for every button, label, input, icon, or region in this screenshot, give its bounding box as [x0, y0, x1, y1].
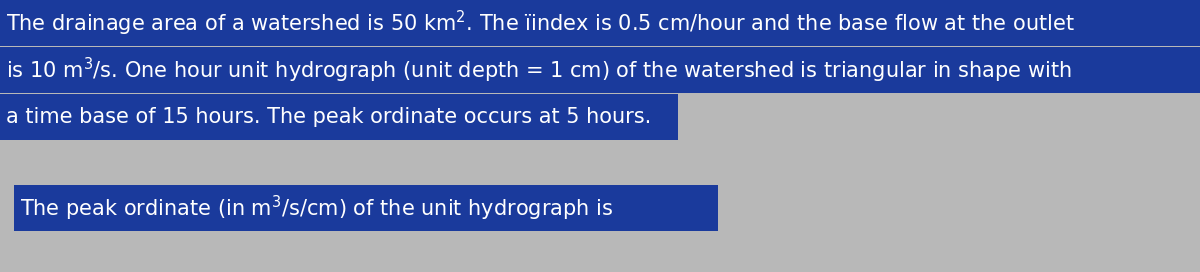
Bar: [0, 94, 678, 140]
Text: The drainage area of a watershed is 50 km$^2$. The ïindex is 0.5 cm/hour and the: The drainage area of a watershed is 50 k…: [6, 8, 1075, 38]
Text: The peak ordinate (in m$^3$/s/cm) of the unit hydrograph is: The peak ordinate (in m$^3$/s/cm) of the…: [20, 193, 613, 222]
Bar: [0, 47, 1200, 93]
Bar: [0, 0, 1200, 46]
Bar: [14, 185, 718, 231]
Text: a time base of 15 hours. The peak ordinate occurs at 5 hours.: a time base of 15 hours. The peak ordina…: [6, 107, 652, 127]
Text: is 10 m$^3$/s. One hour unit hydrograph (unit depth = 1 cm) of the watershed is : is 10 m$^3$/s. One hour unit hydrograph …: [6, 55, 1072, 85]
